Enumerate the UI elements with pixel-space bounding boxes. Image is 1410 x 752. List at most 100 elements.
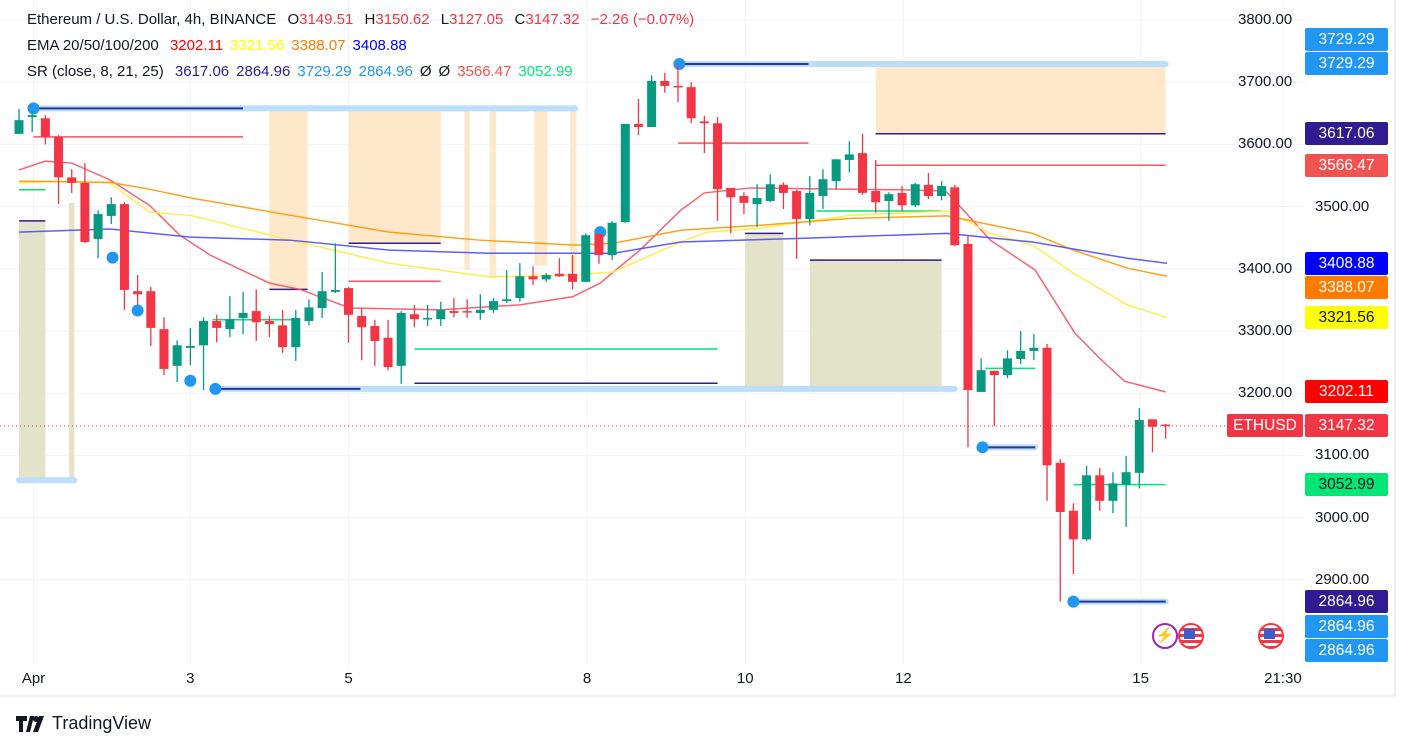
candle bbox=[409, 304, 419, 328]
candle bbox=[923, 173, 933, 200]
time-axis-label: 21:30 bbox=[1264, 670, 1302, 687]
sr-resistance-zone bbox=[269, 108, 308, 290]
candle bbox=[1082, 465, 1092, 542]
time-axis-label: 3 bbox=[186, 670, 195, 687]
candle bbox=[462, 299, 472, 318]
candle-body bbox=[1108, 483, 1118, 501]
candle bbox=[449, 298, 459, 318]
candle bbox=[317, 271, 327, 318]
sr-support-zone bbox=[19, 220, 46, 481]
candle-body bbox=[370, 326, 380, 341]
us-flag-event-icon[interactable] bbox=[1178, 623, 1204, 649]
candle-body bbox=[1029, 347, 1039, 351]
candle-body bbox=[251, 311, 261, 323]
price-scale-label: 3052.99 bbox=[1305, 473, 1388, 497]
candle bbox=[304, 299, 314, 326]
candle bbox=[488, 298, 498, 313]
candle-body bbox=[1003, 358, 1012, 376]
candle-body bbox=[93, 214, 103, 239]
low-value: 3127.05 bbox=[449, 11, 504, 28]
candle-body bbox=[172, 345, 182, 366]
candle-body bbox=[383, 337, 393, 368]
candle-body bbox=[660, 80, 670, 86]
candle bbox=[1147, 419, 1157, 453]
us-flag-event-icon[interactable] bbox=[1258, 623, 1284, 649]
candle bbox=[93, 210, 103, 259]
candle-body bbox=[304, 307, 314, 322]
candle bbox=[581, 233, 591, 282]
candle-body bbox=[1016, 350, 1026, 359]
price-scale-label: 2864.96 bbox=[1305, 590, 1388, 614]
candle bbox=[633, 98, 643, 136]
candle-body bbox=[1121, 472, 1131, 485]
candle-body bbox=[475, 309, 485, 313]
candle bbox=[554, 258, 564, 277]
price-axis-label: 3800.00 bbox=[1238, 11, 1293, 28]
candle bbox=[884, 192, 894, 221]
price-scale-border bbox=[1394, 0, 1396, 697]
candle-body bbox=[278, 325, 288, 348]
candle-body bbox=[291, 317, 301, 348]
candle bbox=[976, 358, 986, 392]
sr-resistance-zone bbox=[875, 63, 1166, 134]
candle bbox=[1095, 467, 1105, 511]
candle bbox=[686, 82, 696, 124]
sr-value: 2864.96 bbox=[358, 63, 413, 80]
candle-body bbox=[647, 80, 657, 127]
price-scale-label: 3729.29 bbox=[1305, 52, 1388, 76]
time-axis-label: Apr bbox=[21, 670, 46, 687]
candle bbox=[594, 233, 604, 264]
price-chart[interactable] bbox=[0, 0, 1305, 665]
time-axis-label: 15 bbox=[1132, 670, 1149, 687]
candle bbox=[212, 314, 222, 343]
candle bbox=[27, 110, 37, 132]
sr-pivot-dot bbox=[27, 102, 40, 115]
candle bbox=[370, 319, 380, 366]
candle-body bbox=[1082, 475, 1092, 540]
sr-resistance-zone bbox=[489, 108, 497, 279]
price-scale-label: 2864.96 bbox=[1305, 639, 1388, 663]
candle-body bbox=[620, 123, 630, 223]
sr-resistance-zone bbox=[534, 108, 548, 266]
candle bbox=[383, 319, 393, 371]
candle-body bbox=[106, 204, 116, 216]
candle bbox=[1121, 456, 1131, 527]
candle bbox=[752, 184, 762, 228]
ema-legend[interactable]: EMA 20/50/100/200 3202.11 3321.56 3388.07 3… bbox=[27, 37, 414, 54]
candle-body bbox=[344, 288, 353, 315]
ema-value: 3388.07 bbox=[291, 37, 346, 54]
candle-body bbox=[950, 187, 960, 246]
candle bbox=[713, 117, 723, 221]
candle-body bbox=[40, 118, 50, 137]
candle-body bbox=[923, 184, 933, 197]
candle-body bbox=[673, 85, 683, 88]
sr-support-zone bbox=[69, 202, 75, 481]
candle bbox=[673, 63, 683, 103]
candle-body bbox=[14, 120, 24, 134]
sr-value: Ø bbox=[438, 63, 451, 80]
candle-body bbox=[858, 153, 868, 193]
price-scale-label: 3408.88 bbox=[1305, 251, 1388, 275]
candle bbox=[238, 291, 248, 335]
symbol-legend[interactable]: Ethereum / U.S. Dollar, 4h, BINANCE O314… bbox=[27, 11, 701, 28]
candle-body bbox=[159, 329, 169, 369]
low-label: L bbox=[440, 11, 450, 28]
candle bbox=[54, 135, 64, 205]
time-axis-label: 8 bbox=[582, 670, 592, 687]
sr-pivot-dot bbox=[184, 374, 197, 387]
candle bbox=[475, 294, 485, 320]
ema-value: 3321.56 bbox=[230, 37, 285, 54]
tradingview-logo[interactable]: TradingView bbox=[16, 713, 151, 734]
price-scale-label: 2864.96 bbox=[1305, 615, 1388, 639]
candle-body bbox=[488, 301, 498, 310]
candle-body bbox=[515, 276, 525, 299]
candle-body bbox=[554, 273, 564, 277]
candle bbox=[607, 220, 617, 261]
candle bbox=[647, 75, 657, 127]
lightning-event-icon[interactable]: ⚡ bbox=[1152, 623, 1178, 649]
candle-body bbox=[910, 184, 920, 206]
candle-body bbox=[633, 123, 643, 127]
sr-resistance-zone bbox=[348, 108, 441, 244]
candle bbox=[950, 184, 960, 247]
sr-legend[interactable]: SR (close, 8, 21, 25) 3617.06 2864.96 3729… bbox=[27, 63, 580, 80]
